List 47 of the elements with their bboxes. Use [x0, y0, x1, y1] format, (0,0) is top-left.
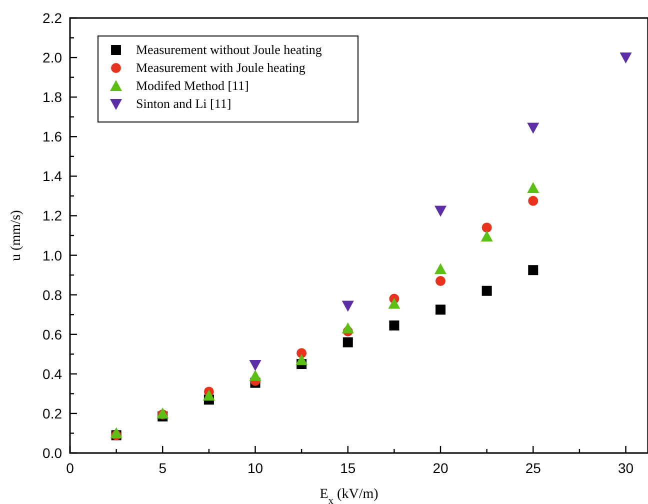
point — [482, 222, 492, 233]
point — [436, 304, 446, 315]
x-tick-label: 20 — [432, 460, 449, 476]
legend-label: Measurement without Joule heating — [136, 42, 322, 57]
x-tick-label: 10 — [247, 460, 264, 476]
x-axis-title: E$_{x}$ (kV/m) — [320, 487, 379, 504]
x-tick-label: 25 — [525, 460, 542, 476]
y-tick-label: 1.6 — [42, 128, 62, 145]
y-tick-label: 1.0 — [42, 247, 62, 264]
point — [249, 370, 262, 381]
point — [528, 265, 538, 276]
y-axis-title: u (mm/s) — [9, 210, 24, 261]
y-tick-label: 1.2 — [42, 208, 62, 224]
point — [528, 196, 538, 206]
legend-label: Sinton and Li [11] — [136, 96, 232, 111]
y-tick-label: 0.6 — [42, 326, 62, 342]
x-tick-label: 30 — [618, 460, 634, 476]
point — [436, 276, 446, 286]
point — [388, 298, 400, 309]
y-tick-label: 2.2 — [42, 10, 62, 26]
point — [110, 427, 122, 438]
point — [249, 360, 262, 372]
y-tick-label: 2.0 — [42, 50, 62, 66]
y-tick-label: 0.4 — [42, 366, 62, 382]
point — [342, 322, 354, 334]
legend-label: Modifed Method [11] — [136, 78, 249, 93]
point — [480, 230, 493, 242]
x-tick-label: 15 — [340, 460, 356, 476]
point — [389, 320, 400, 330]
y-tick-label: 0.2 — [42, 405, 62, 422]
point — [296, 354, 308, 366]
y-tick-label: 1.8 — [42, 89, 62, 106]
point — [482, 286, 492, 296]
point — [202, 390, 215, 401]
y-tick-label: 1.4 — [42, 168, 62, 184]
y-tick-label: 0.0 — [42, 445, 62, 461]
point — [434, 263, 447, 274]
point — [527, 182, 540, 194]
point — [342, 337, 353, 348]
point — [620, 52, 632, 64]
point — [342, 300, 354, 312]
legend-label: Measurement with Joule heating — [136, 60, 306, 75]
y-tick-label: 0.8 — [42, 286, 62, 303]
point — [527, 122, 540, 134]
x-tick-label: 0 — [66, 460, 74, 476]
x-tick-label: 5 — [158, 460, 167, 476]
point — [434, 206, 447, 217]
